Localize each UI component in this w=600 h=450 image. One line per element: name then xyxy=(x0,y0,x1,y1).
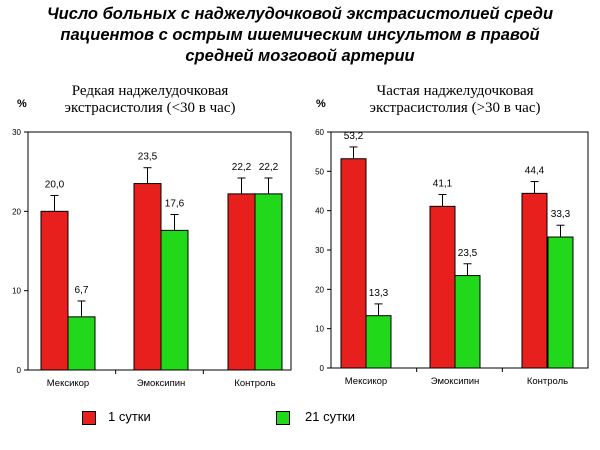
category-label: Мексикор xyxy=(47,378,89,389)
data-label: 6,7 xyxy=(75,285,89,296)
bar xyxy=(40,210,69,371)
y-tick-label: 60 xyxy=(315,128,324,137)
y-tick-label: 50 xyxy=(315,167,324,176)
data-label: 53,2 xyxy=(344,131,364,142)
title-line: пациентов с острым ишемическим инсультом… xyxy=(60,26,540,44)
category-label: Мексикор xyxy=(345,376,387,387)
data-label: 23,5 xyxy=(458,248,478,259)
data-label: 22,2 xyxy=(259,162,279,173)
category-label: Контроль xyxy=(527,376,568,387)
data-label: 44,4 xyxy=(525,166,545,177)
y-tick-label: 40 xyxy=(315,207,324,216)
category-label: Контроль xyxy=(234,378,275,389)
legend-label-day1: 1 сутки xyxy=(108,409,151,424)
y-tick-label: 10 xyxy=(315,325,324,334)
bar xyxy=(340,158,367,369)
subtitle-line: экстрасистолия (<30 в час) xyxy=(64,100,236,116)
right-chart-subtitle: Частая наджелудочковая экстрасистолия (>… xyxy=(330,83,580,117)
data-label: 23,5 xyxy=(138,152,158,163)
bar xyxy=(67,316,96,371)
y-tick-label: 20 xyxy=(315,285,324,294)
subtitle-line: Редкая наджелудочковая xyxy=(71,83,229,99)
y-tick-label: 20 xyxy=(12,207,21,216)
legend-swatch-day21 xyxy=(276,411,290,425)
subtitle-line: Частая наджелудочковая xyxy=(376,83,534,99)
data-label: 17,6 xyxy=(165,199,185,210)
bar xyxy=(227,193,256,371)
left-y-axis-label: % xyxy=(17,98,27,110)
y-tick-label: 0 xyxy=(17,366,22,375)
left-chart-subtitle: Редкая наджелудочковая экстрасистолия (<… xyxy=(25,83,275,117)
bar xyxy=(454,275,481,369)
category-label: Эмоксипин xyxy=(431,376,480,387)
data-label: 20,0 xyxy=(45,179,65,190)
category-label: Эмоксипин xyxy=(137,378,186,389)
bar xyxy=(365,315,392,369)
bar xyxy=(547,236,574,369)
title-line: Число больных с наджелудочковой экстраси… xyxy=(46,5,554,23)
y-tick-label: 30 xyxy=(315,246,324,255)
bar xyxy=(429,205,456,369)
y-tick-label: 30 xyxy=(12,128,21,137)
right-y-axis-label: % xyxy=(316,98,326,110)
data-label: 33,3 xyxy=(551,209,571,220)
data-label: 13,3 xyxy=(369,288,389,299)
y-tick-label: 10 xyxy=(12,287,21,296)
data-label: 22,2 xyxy=(232,162,252,173)
title-line: средней мозговой артерии xyxy=(185,47,415,65)
bar xyxy=(254,193,283,371)
y-tick-label: 0 xyxy=(320,364,325,373)
legend-label-day21: 21 сутки xyxy=(305,409,355,424)
subtitle-line: экстрасистолия (>30 в час) xyxy=(369,100,541,116)
legend-swatch-day1 xyxy=(82,411,96,425)
bar xyxy=(521,192,548,369)
bar xyxy=(133,183,162,371)
page-title: Число больных с наджелудочковой экстраси… xyxy=(0,4,600,67)
data-label: 41,1 xyxy=(433,179,453,190)
bar xyxy=(160,229,189,371)
